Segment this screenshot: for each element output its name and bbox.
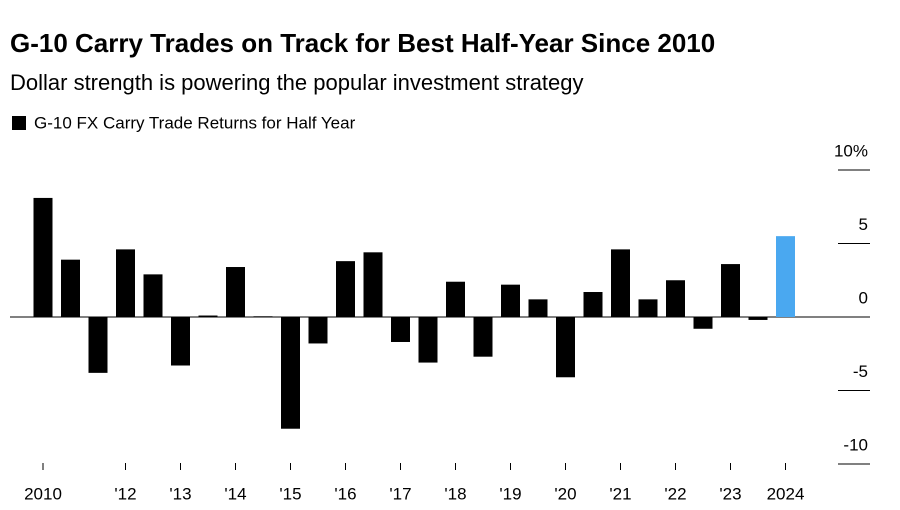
y-tick-label: 5	[859, 215, 868, 234]
bar	[556, 317, 575, 378]
bar	[198, 315, 218, 317]
bar	[446, 281, 465, 317]
bar	[611, 249, 630, 317]
bar	[363, 252, 383, 317]
bar	[693, 317, 713, 329]
x-tick-label: '21	[609, 484, 631, 503]
x-tick-label: '19	[499, 484, 521, 503]
x-tick-label: '15	[279, 484, 301, 503]
bar	[336, 261, 355, 317]
legend-swatch	[12, 116, 26, 130]
bar	[666, 280, 685, 317]
bar	[253, 316, 273, 317]
bar	[88, 317, 108, 373]
bar	[33, 197, 53, 317]
bar	[143, 274, 163, 317]
x-tick-label: '23	[719, 484, 741, 503]
x-tick-label: '22	[664, 484, 686, 503]
bar	[501, 284, 520, 317]
y-tick-label: 10%	[834, 141, 868, 160]
x-tick-label: '17	[389, 484, 411, 503]
bar	[473, 317, 493, 357]
bar	[583, 292, 603, 317]
bar	[638, 299, 658, 317]
bar	[226, 267, 245, 317]
bar	[171, 317, 190, 366]
chart-title: G-10 Carry Trades on Track for Best Half…	[10, 28, 715, 58]
y-tick-label: 0	[859, 288, 868, 307]
x-tick-label: '14	[224, 484, 246, 503]
x-tick-label: 2024	[767, 484, 805, 503]
bar	[776, 236, 795, 317]
x-tick-label: 2010	[24, 484, 62, 503]
x-tick-label: '16	[334, 484, 356, 503]
x-tick-label: '20	[554, 484, 576, 503]
x-tick-label: '18	[444, 484, 466, 503]
bar	[391, 317, 410, 342]
bar	[116, 249, 135, 317]
y-tick-label: -10	[843, 435, 868, 454]
bar	[748, 317, 768, 320]
x-tick-label: '12	[114, 484, 136, 503]
bar	[281, 317, 300, 429]
bar	[61, 259, 80, 317]
bar	[721, 264, 740, 317]
chart-subtitle: Dollar strength is powering the popular …	[10, 70, 584, 95]
bar	[418, 317, 438, 363]
legend-label: G-10 FX Carry Trade Returns for Half Yea…	[34, 113, 356, 132]
bar	[308, 317, 328, 344]
y-tick-label: -5	[853, 362, 868, 381]
bar	[528, 299, 548, 317]
x-tick-label: '13	[169, 484, 191, 503]
